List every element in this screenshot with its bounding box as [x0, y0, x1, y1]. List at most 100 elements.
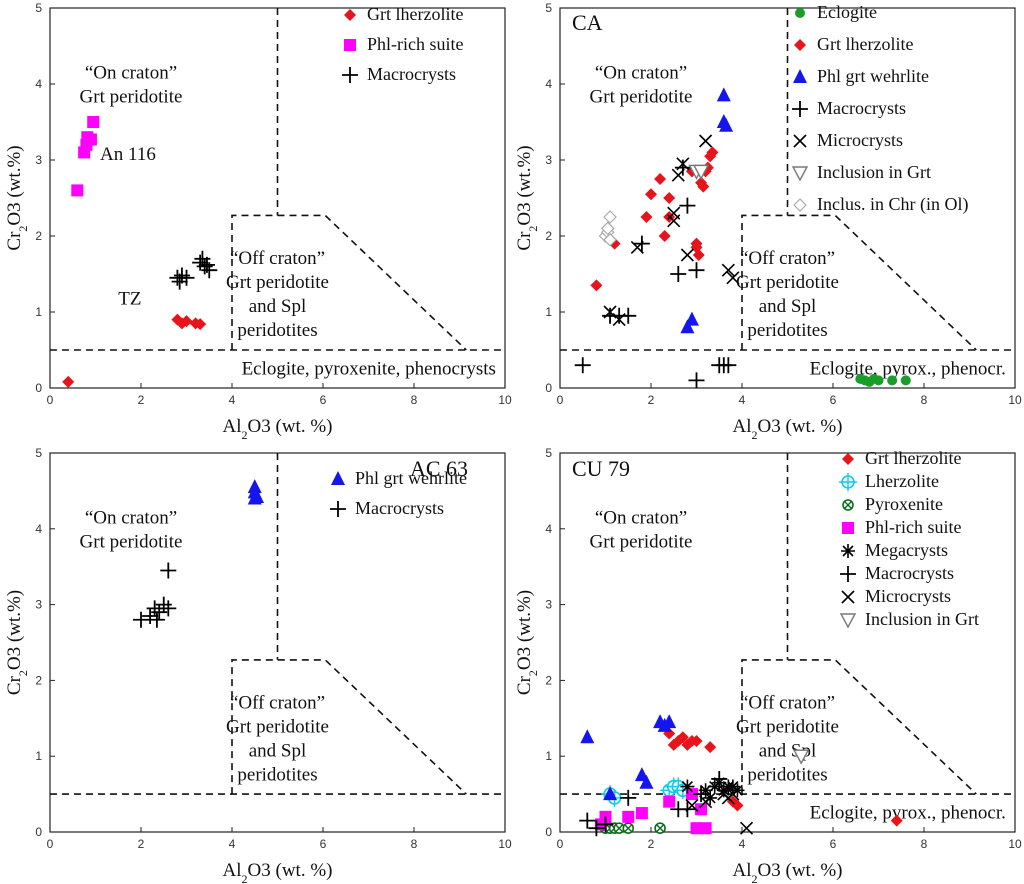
x-axis-label-sub: 2 — [242, 872, 248, 884]
data-point — [84, 133, 97, 146]
y-axis-label: Cr2O3 (wt.%) — [514, 145, 540, 250]
region-label-off-craton: and Spl — [759, 296, 817, 317]
data-point — [688, 372, 705, 389]
annotation-label: An 116 — [100, 144, 156, 165]
data-point — [688, 262, 705, 279]
data-point — [739, 821, 754, 835]
legend-entry: Grt lherzolite — [865, 448, 961, 468]
data-point — [698, 783, 713, 798]
region-label-off-craton: peridotites — [237, 320, 317, 341]
data-point — [695, 803, 708, 816]
x-tick-label: 2 — [648, 837, 655, 851]
legend-entry: Macrocrysts — [355, 498, 444, 518]
data-point — [658, 230, 671, 242]
data-point — [194, 318, 207, 331]
legend-entry: Megacrysts — [865, 540, 948, 560]
data-point — [192, 254, 209, 271]
legend-marker — [344, 39, 356, 51]
data-point — [654, 173, 667, 185]
y-axis-label-b: O3 (wt.%) — [514, 590, 535, 670]
legend-entry: Inclusion in Grt — [865, 609, 979, 629]
data-point — [716, 87, 731, 102]
legend-entry: Grt lherzolite — [817, 34, 913, 54]
x-tick-label: 8 — [921, 837, 928, 851]
data-point — [699, 795, 713, 809]
x-axis-label-a: Al — [733, 416, 752, 437]
data-point — [155, 596, 172, 613]
data-point — [645, 188, 657, 201]
panel-title: CU 79 — [572, 456, 630, 481]
data-point — [674, 159, 691, 176]
data-point — [680, 319, 695, 334]
data-point — [597, 816, 614, 833]
legend-marker — [842, 453, 854, 465]
data-point — [693, 786, 710, 803]
legend-entry: Eclogite — [817, 2, 877, 22]
y-tick-label: 4 — [545, 77, 552, 91]
y-axis-label-a: Cr — [514, 675, 535, 695]
data-point — [603, 786, 618, 801]
data-point — [676, 157, 690, 171]
x-tick-label: 6 — [320, 393, 327, 407]
region-label-on-craton: “On craton” — [85, 63, 177, 84]
annotation-label: TZ — [118, 288, 141, 309]
x-axis-label-b: O3 (wt. %) — [758, 416, 843, 437]
region-label-on-craton: “On craton” — [595, 507, 687, 528]
data-point — [726, 787, 740, 801]
region-label-off-craton: and Spl — [249, 740, 307, 761]
x-axis-label-a: Al — [223, 860, 242, 881]
legend-marker — [839, 613, 857, 629]
region-label-off-craton: Grt peridotite — [736, 272, 839, 293]
data-point — [690, 822, 703, 835]
legend-marker-cross — [839, 473, 857, 491]
y-tick-label: 1 — [545, 305, 552, 319]
data-point — [603, 232, 617, 247]
legend-marker — [342, 67, 358, 83]
x-tick-label: 0 — [47, 393, 54, 407]
legend-entry: Macrocrysts — [367, 64, 456, 84]
legend-marker — [840, 566, 856, 582]
y-axis-label-a: Cr — [4, 231, 25, 251]
data-point — [900, 375, 911, 386]
legend-marker — [330, 501, 346, 517]
x-tick-label: 0 — [47, 837, 54, 851]
data-point — [62, 375, 75, 388]
region-label-low: Eclogite, pyrox., phenocr. — [810, 358, 1006, 379]
region-label-on-craton: Grt peridotite — [80, 87, 183, 108]
legend-marker — [793, 134, 807, 148]
x-axis-label: Al2O3 (wt. %) — [733, 860, 843, 884]
legend-entry: Phl-rich suite — [367, 34, 464, 54]
data-point — [667, 214, 681, 228]
y-tick-label: 0 — [545, 825, 552, 839]
x-tick-label: 8 — [411, 837, 418, 851]
region-label-off-craton: peridotites — [747, 764, 827, 785]
x-tick-label: 10 — [1008, 393, 1022, 407]
x-axis-label: Al2O3 (wt. %) — [223, 860, 333, 884]
x-tick-label: 0 — [557, 393, 564, 407]
legend-marker — [793, 198, 807, 212]
region-label-off-craton: peridotites — [747, 320, 827, 341]
data-point — [590, 279, 603, 292]
data-point-x — [615, 824, 624, 833]
region-label-off-craton: “Off craton” — [740, 248, 835, 269]
data-point — [887, 375, 898, 386]
legend-marker-x — [844, 501, 852, 509]
panel-title: AC 63 — [410, 456, 468, 481]
x-tick-label: 6 — [830, 837, 837, 851]
y-tick-label: 5 — [35, 446, 42, 460]
y-axis-label-sub: 2 — [16, 670, 30, 676]
data-point — [201, 262, 218, 279]
data-point — [685, 788, 698, 801]
y-axis-label-b: O3 (wt.%) — [4, 590, 25, 670]
y-tick-label: 0 — [35, 825, 42, 839]
x-axis-label-sub: 2 — [752, 428, 758, 442]
x-tick-label: 8 — [921, 393, 928, 407]
data-point — [622, 810, 635, 823]
data-point — [603, 305, 617, 319]
data-point — [692, 249, 705, 261]
data-point — [720, 357, 737, 374]
y-axis-label: Cr2O3 (wt.%) — [4, 145, 30, 250]
legend-marker — [795, 8, 805, 18]
legend-marker — [793, 69, 807, 83]
